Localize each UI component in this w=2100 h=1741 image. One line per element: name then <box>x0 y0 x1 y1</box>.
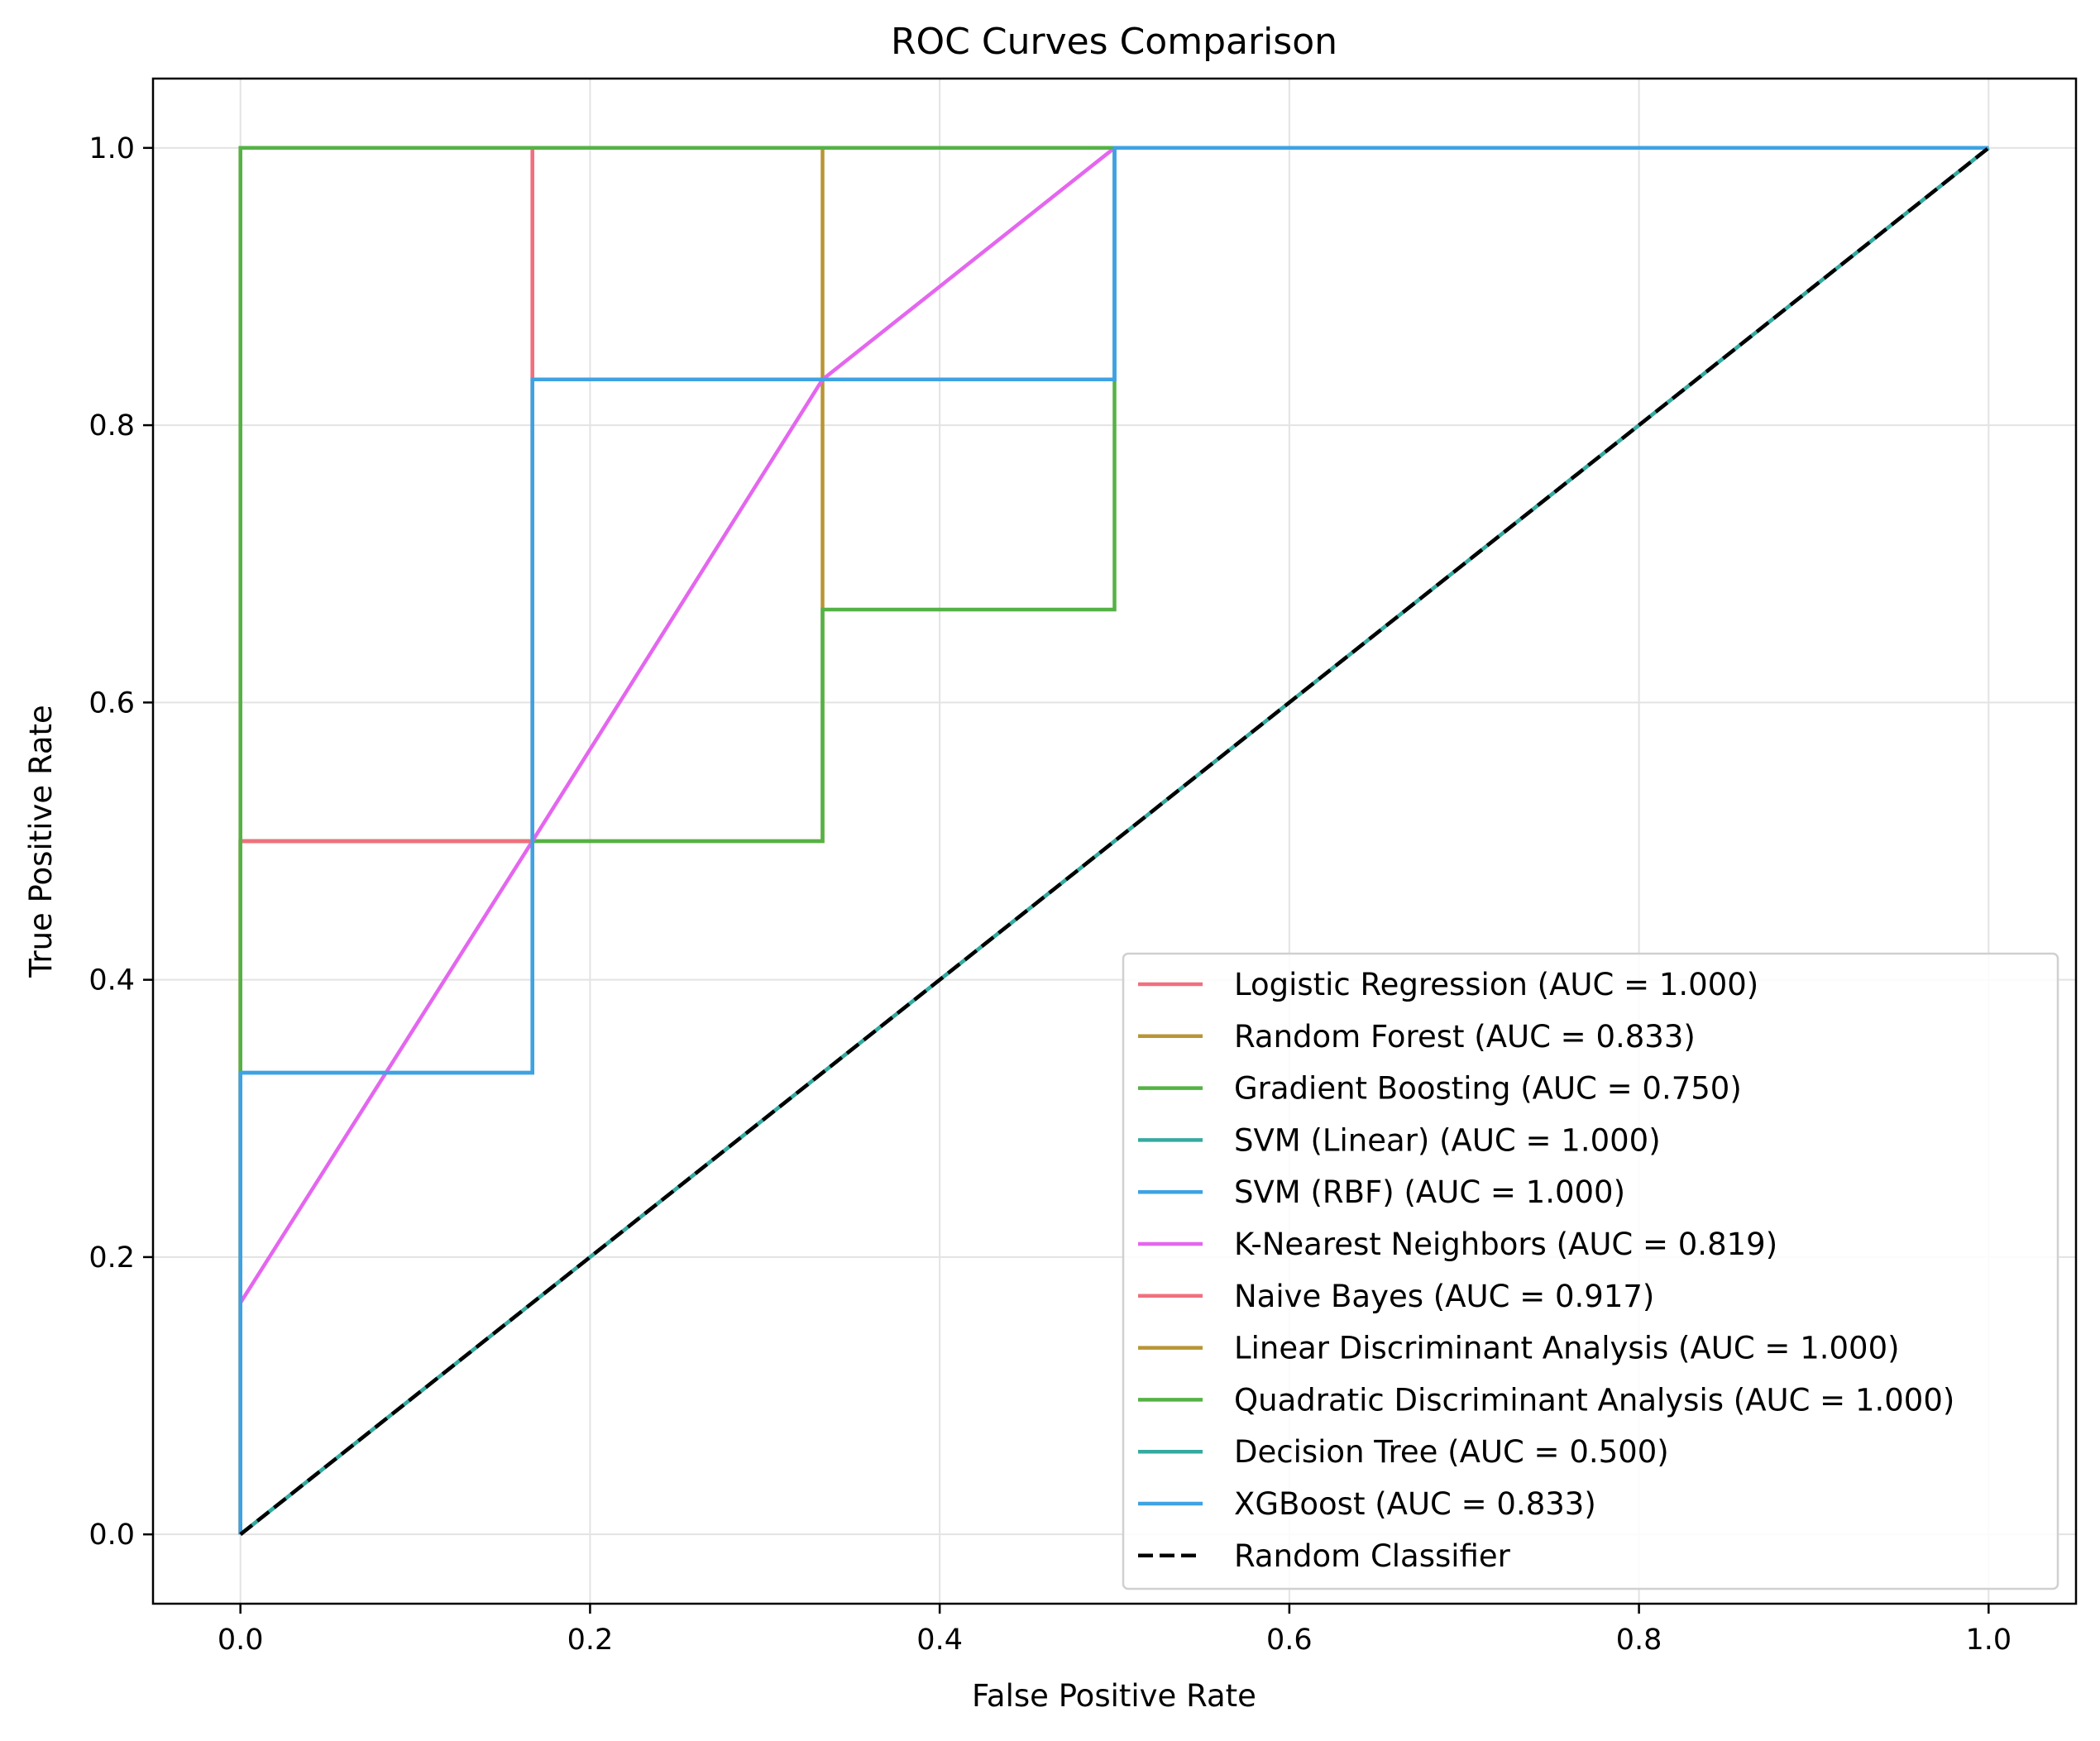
legend-label-7: Naive Bayes (AUC = 0.917) <box>1234 1279 1654 1314</box>
x-tick-label: 0.4 <box>916 1624 963 1657</box>
y-tick-label: 1.0 <box>88 132 135 165</box>
y-tick-label: 0.6 <box>88 686 135 720</box>
legend: Logistic Regression (AUC = 1.000) Random … <box>1122 952 2059 1590</box>
axis-ticks: 0.0 0.2 0.4 0.6 0.8 1.0 0.0 0.2 0.4 0.6 0.8 1.0 <box>88 132 2012 1657</box>
x-tick-label: 0.0 <box>218 1624 264 1657</box>
x-tick-label: 0.6 <box>1266 1624 1313 1657</box>
legend-box <box>1122 952 2059 1590</box>
y-axis-label: True Positive Rate <box>23 705 59 978</box>
series-line-11 <box>238 146 1989 1535</box>
legend-label-6: K-Nearest Neighbors (AUC = 0.819) <box>1234 1227 1777 1262</box>
y-tick-label: 0.4 <box>88 964 135 997</box>
legend-label-8: Linear Discriminant Analysis (AUC = 1.00… <box>1234 1331 1900 1366</box>
x-tick-label: 1.0 <box>1965 1624 2012 1657</box>
legend-label-12: Random Classifier <box>1234 1538 1511 1574</box>
plot-frame <box>151 77 2078 1605</box>
legend-label-1: Logistic Regression (AUC = 1.000) <box>1234 967 1758 1002</box>
series-line-12 <box>239 146 1990 1536</box>
y-tick-label: 0.2 <box>88 1241 135 1275</box>
legend-label-2: Random Forest (AUC = 0.833) <box>1234 1019 1696 1055</box>
y-tick-label: 0.8 <box>88 409 135 442</box>
y-tick-label: 0.0 <box>88 1519 135 1552</box>
legend-label-3: Gradient Boosting (AUC = 0.750) <box>1234 1071 1742 1107</box>
x-tick-label: 0.2 <box>567 1624 614 1657</box>
legend-label-4: SVM (Linear) (AUC = 1.000) <box>1234 1122 1661 1158</box>
chart-title: ROC Curves Comparison <box>891 21 1337 63</box>
legend-label-11: XGBoost (AUC = 0.833) <box>1234 1486 1596 1522</box>
legend-label-5: SVM (RBF) (AUC = 1.000) <box>1234 1174 1625 1210</box>
x-tick-label: 0.8 <box>1616 1624 1662 1657</box>
legend-label-9: Quadratic Discriminant Analysis (AUC = 1… <box>1234 1382 1954 1418</box>
plot-series <box>238 146 1990 1536</box>
legend-label-10: Decision Tree (AUC = 0.500) <box>1234 1434 1669 1470</box>
x-axis-label: False Positive Rate <box>972 1678 1256 1714</box>
